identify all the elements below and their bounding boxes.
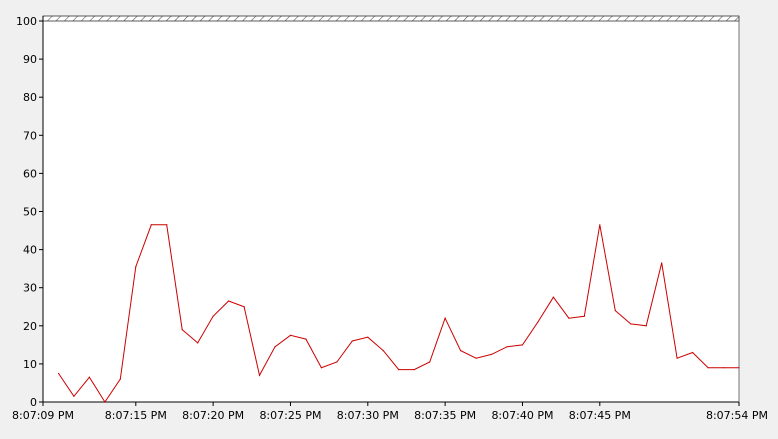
data-point xyxy=(382,349,384,352)
data-point xyxy=(692,351,694,354)
y-tick-label: 40 xyxy=(23,244,37,257)
x-tick-label: 8:07:09 PM xyxy=(12,409,74,422)
data-point xyxy=(119,378,121,380)
x-tick-label: 8:07:20 PM xyxy=(182,409,244,422)
data-point xyxy=(707,367,709,369)
data-point xyxy=(537,321,539,323)
x-tick-label: 8:07:45 PM xyxy=(569,409,631,422)
data-point xyxy=(722,367,725,369)
y-tick-label: 80 xyxy=(23,91,37,104)
data-point xyxy=(212,315,214,317)
data-point xyxy=(444,317,446,319)
data-point xyxy=(135,266,137,268)
data-point xyxy=(676,357,678,359)
data-point xyxy=(568,317,570,319)
y-tick-label: 50 xyxy=(23,206,37,219)
y-tick-label: 60 xyxy=(23,167,37,180)
x-tick-label: 8:07:54 PM xyxy=(706,409,768,422)
data-point xyxy=(506,346,508,348)
data-point xyxy=(599,224,601,226)
y-tick-label: 10 xyxy=(23,358,37,371)
data-point xyxy=(166,224,168,226)
data-point xyxy=(73,395,75,397)
data-point xyxy=(228,300,230,302)
y-tick-label: 90 xyxy=(23,53,37,66)
x-tick-label: 8:07:30 PM xyxy=(337,409,399,422)
x-tick-label: 8:07:35 PM xyxy=(414,409,476,422)
data-point xyxy=(413,369,415,371)
data-point xyxy=(583,315,585,317)
y-tick-label: 20 xyxy=(23,320,37,333)
data-point xyxy=(57,372,60,375)
data-point xyxy=(320,367,322,369)
y-ticks: 0 10 20 30 40 50 60 70 80 90 100 xyxy=(16,15,43,409)
data-point xyxy=(429,361,431,363)
data-point xyxy=(88,376,90,378)
data-point xyxy=(181,329,183,331)
y-tick-label: 100 xyxy=(16,15,37,28)
data-point xyxy=(336,361,338,363)
series-layer xyxy=(57,224,740,403)
data-point xyxy=(521,344,524,346)
data-point xyxy=(351,340,353,342)
data-point xyxy=(289,334,292,336)
data-point xyxy=(460,349,462,352)
data-point xyxy=(661,262,663,264)
data-point xyxy=(197,342,199,344)
data-point xyxy=(552,296,555,298)
data-point xyxy=(104,401,106,403)
x-tick-label: 8:07:15 PM xyxy=(105,409,167,422)
data-point xyxy=(738,367,740,369)
y-tick-label: 30 xyxy=(23,282,37,295)
y-tick-label: 0 xyxy=(30,396,37,409)
data-point xyxy=(243,306,245,308)
plot-area xyxy=(43,16,739,402)
data-point xyxy=(367,336,369,338)
data-point xyxy=(274,346,276,348)
data-point xyxy=(630,323,632,325)
data-point xyxy=(305,338,307,340)
data-point xyxy=(614,309,616,312)
data-point xyxy=(150,224,152,226)
y-tick-label: 70 xyxy=(23,129,37,142)
data-point xyxy=(258,374,261,376)
x-ticks: 8:07:09 PM 8:07:15 PM 8:07:20 PM 8:07:25 PM… xyxy=(12,402,768,422)
data-point xyxy=(490,353,493,355)
data-point xyxy=(398,369,400,371)
x-tick-label: 8:07:40 PM xyxy=(491,409,553,422)
data-point xyxy=(475,357,477,359)
x-tick-label: 8:07:25 PM xyxy=(259,409,321,422)
overflow-hatch-band xyxy=(42,15,740,22)
data-point xyxy=(645,325,647,327)
